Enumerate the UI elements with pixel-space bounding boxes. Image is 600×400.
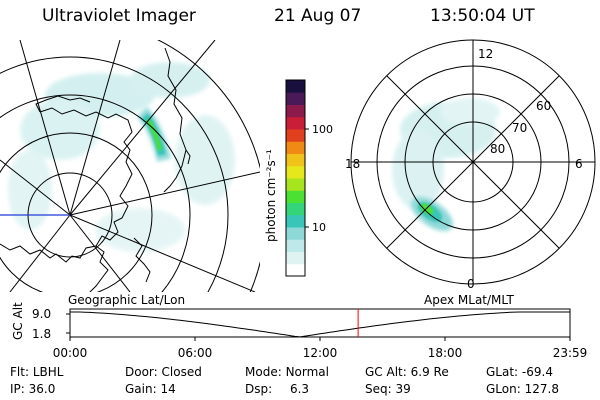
glat-label: GLat: (486, 365, 519, 379)
glat-value: -69.4 (521, 365, 553, 379)
colorbar-frame (285, 79, 306, 277)
filter-value: LBHL (32, 365, 64, 379)
dsp-label: Dsp: (245, 382, 273, 396)
colorbar-step (286, 80, 305, 93)
door-value: Closed (161, 365, 202, 379)
geo-coastline-bottom (133, 237, 151, 283)
colorbar-step (286, 129, 305, 142)
status-glat: GLat: -69.4 (486, 365, 553, 379)
colorbar-step (286, 263, 305, 277)
status-mode: Mode: Normal (245, 365, 329, 379)
status-filter: Flt: LBHL (10, 365, 63, 379)
mode-value: Normal (285, 365, 329, 379)
dsp-value: 6.3 (289, 382, 310, 396)
timeline-x-tick-label: 23:59 (553, 346, 588, 360)
timeline-y-tick-high: 9.0 (32, 307, 51, 321)
status-glon: GLon: 127.8 (486, 382, 559, 396)
image-time: 13:50:04 UT (430, 6, 535, 26)
filter-label: Flt: (10, 365, 29, 379)
colorbar-step (286, 104, 305, 118)
glon-label: GLon: (486, 382, 521, 396)
polar-aurora-diffuse (392, 98, 500, 210)
image-date: 21 Aug 07 (274, 6, 362, 26)
geo-coastline-east (163, 47, 187, 193)
timeline-y-label: GC Alt (11, 302, 25, 340)
mlt-label-18: 18 (345, 157, 360, 171)
status-ip: IP: 36.0 (10, 382, 55, 396)
colorbar (285, 79, 306, 277)
polar-panel-label: Apex MLat/MLT (424, 293, 514, 307)
status-gc-alt: GC Alt: 6.9 Re (365, 365, 449, 379)
geo-coastline-south (89, 245, 109, 292)
altitude-curve (70, 311, 570, 338)
seq-label: Seq: (365, 382, 392, 396)
geo-coastline (0, 107, 133, 263)
colorbar-step (286, 141, 305, 154)
colorbar-step (286, 239, 305, 252)
glon-value: 127.8 (524, 382, 559, 396)
mlat-label-60: 60 (536, 99, 551, 113)
geo-coastline-east2 (185, 149, 191, 165)
altitude-timeline: 00:00 06:00 12:00 18:00 23:59 GC Alt 9.0 1.8 (11, 302, 587, 360)
ip-label: IP: (10, 382, 25, 396)
timeline-y-tick-low: 1.8 (32, 327, 51, 341)
status-seq: Seq: 39 (365, 382, 411, 396)
instrument-title: Ultraviolet Imager (42, 6, 196, 26)
colorbar-step (286, 116, 305, 130)
geo-panel-label: Geographic Lat/Lon (68, 293, 185, 307)
colorbar-unit-label: photon cm⁻²s⁻¹ (264, 149, 278, 242)
colorbar-ticks: 100 10 (305, 123, 333, 234)
colorbar-step (286, 227, 305, 240)
colorbar-step (286, 178, 305, 191)
geo-map (0, 40, 260, 292)
colorbar-step (286, 214, 305, 228)
geo-aurora-diffuse (8, 62, 235, 252)
door-label: Door: (125, 365, 158, 379)
colorbar-step (286, 92, 305, 105)
timeline-x-tick-label: 18:00 (428, 346, 463, 360)
mlt-label-0: 0 (467, 277, 475, 291)
gain-value: 14 (160, 382, 176, 396)
status-door: Door: Closed (125, 365, 202, 379)
geo-meridians (0, 40, 260, 292)
colorbar-step (286, 251, 305, 265)
timeline-x-tick-label: 06:00 (178, 346, 213, 360)
mlat-label-80: 80 (490, 142, 505, 156)
colorbar-step (286, 165, 305, 179)
ip-value: 36.0 (28, 382, 56, 396)
colorbar-tick-label: 100 (312, 123, 333, 136)
timeline-x-tick-label: 12:00 (303, 346, 338, 360)
polar-map: 12 18 6 0 60 70 80 (345, 39, 596, 291)
mlt-label-12: 12 (478, 47, 493, 61)
colorbar-step (286, 153, 305, 167)
status-dsp: Dsp: 6.3 (245, 382, 309, 396)
gc-alt-label: GC Alt: (365, 365, 407, 379)
mlat-label-70: 70 (512, 121, 527, 135)
polar-mlt-lines (351, 40, 595, 284)
colorbar-step (286, 190, 305, 203)
mlt-label-6: 6 (575, 157, 583, 171)
status-gain: Gain: 14 (125, 382, 176, 396)
timeline-x-ticks: 00:00 06:00 12:00 18:00 23:59 (53, 337, 588, 360)
seq-value: 39 (395, 382, 411, 396)
geo-coastline-peninsula (35, 95, 91, 113)
colorbar-tick-label: 10 (312, 221, 326, 234)
timeline-x-tick-label: 00:00 (53, 346, 88, 360)
gc-alt-value: 6.9 Re (410, 365, 449, 379)
gain-label: Gain: (125, 382, 157, 396)
mode-label: Mode: (245, 365, 282, 379)
colorbar-step (286, 202, 305, 216)
